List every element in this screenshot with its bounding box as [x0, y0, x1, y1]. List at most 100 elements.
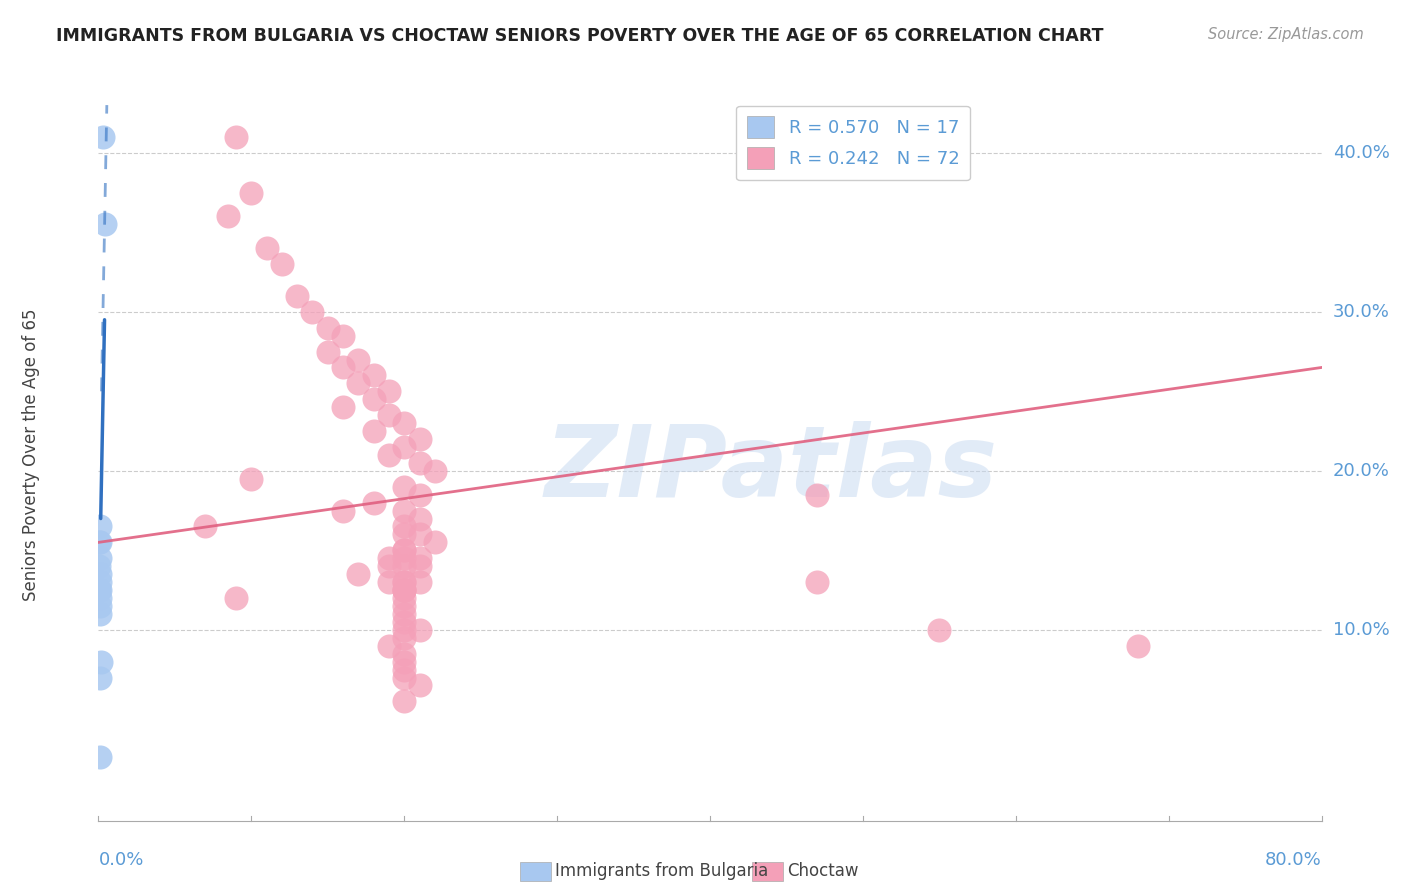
Point — [89, 583, 111, 598]
Text: 20.0%: 20.0% — [1333, 462, 1389, 480]
Point — [408, 559, 430, 574]
Point — [89, 559, 111, 574]
Text: Immigrants from Bulgaria: Immigrants from Bulgaria — [555, 863, 769, 880]
Point — [392, 527, 416, 541]
Point — [347, 376, 370, 391]
Point — [392, 543, 416, 558]
Point — [378, 448, 401, 462]
Point — [91, 129, 114, 144]
Point — [392, 583, 416, 598]
Point — [408, 623, 430, 637]
Point — [89, 607, 111, 621]
Point — [392, 551, 416, 566]
Point — [347, 352, 370, 367]
Text: ZIPatlas: ZIPatlas — [544, 421, 998, 518]
Point — [194, 519, 217, 533]
Point — [408, 527, 430, 541]
Point — [408, 678, 430, 692]
Point — [89, 750, 111, 764]
Point — [93, 218, 115, 232]
Text: Source: ZipAtlas.com: Source: ZipAtlas.com — [1208, 27, 1364, 42]
Point — [363, 495, 385, 509]
Point — [408, 456, 430, 470]
Point — [423, 535, 446, 549]
Point — [363, 368, 385, 383]
Text: 40.0%: 40.0% — [1333, 144, 1389, 161]
Point — [270, 257, 292, 271]
Point — [285, 289, 308, 303]
Point — [332, 401, 354, 415]
Point — [392, 631, 416, 645]
Point — [378, 384, 401, 399]
Point — [392, 559, 416, 574]
Point — [378, 559, 401, 574]
Point — [392, 615, 416, 629]
Point — [240, 472, 263, 486]
Point — [89, 567, 111, 582]
Point — [392, 663, 416, 677]
Text: 0.0%: 0.0% — [98, 851, 143, 869]
Point — [378, 408, 401, 422]
Text: 30.0%: 30.0% — [1333, 302, 1389, 321]
Point — [392, 519, 416, 533]
Point — [392, 480, 416, 494]
Point — [89, 551, 111, 566]
Point — [392, 440, 416, 454]
Point — [347, 567, 370, 582]
Point — [89, 591, 111, 605]
Text: 80.0%: 80.0% — [1265, 851, 1322, 869]
Point — [392, 591, 416, 605]
Point — [392, 607, 416, 621]
Point — [392, 623, 416, 637]
Point — [89, 519, 111, 533]
Text: 10.0%: 10.0% — [1333, 621, 1389, 639]
Point — [392, 416, 416, 430]
Point — [89, 583, 111, 598]
Point — [408, 511, 430, 525]
Point — [392, 655, 416, 669]
Point — [392, 647, 416, 661]
Point — [240, 186, 263, 200]
Point — [225, 129, 247, 144]
Point — [806, 575, 828, 590]
Point — [392, 583, 416, 598]
Point — [256, 241, 278, 255]
Point — [332, 360, 354, 375]
Point — [332, 328, 354, 343]
Point — [225, 591, 247, 605]
Point — [363, 424, 385, 438]
Point — [332, 503, 354, 517]
Text: Seniors Poverty Over the Age of 65: Seniors Poverty Over the Age of 65 — [22, 309, 41, 601]
Point — [301, 305, 323, 319]
Point — [1128, 639, 1150, 653]
Point — [378, 639, 401, 653]
Point — [408, 432, 430, 446]
Point — [89, 671, 111, 685]
Point — [392, 583, 416, 598]
Point — [392, 694, 416, 708]
Point — [89, 535, 111, 549]
Point — [392, 599, 416, 613]
Point — [392, 671, 416, 685]
Point — [217, 210, 239, 224]
Point — [392, 503, 416, 517]
Point — [392, 575, 416, 590]
Point — [316, 320, 339, 334]
Point — [806, 488, 828, 502]
Point — [89, 599, 111, 613]
Legend: R = 0.570   N = 17, R = 0.242   N = 72: R = 0.570 N = 17, R = 0.242 N = 72 — [737, 105, 970, 180]
Point — [89, 575, 111, 590]
Point — [90, 655, 112, 669]
Point — [392, 575, 416, 590]
Point — [392, 543, 416, 558]
Point — [89, 535, 111, 549]
Point — [316, 344, 339, 359]
Text: Choctaw: Choctaw — [787, 863, 859, 880]
Point — [408, 575, 430, 590]
Point — [423, 464, 446, 478]
Text: IMMIGRANTS FROM BULGARIA VS CHOCTAW SENIORS POVERTY OVER THE AGE OF 65 CORRELATI: IMMIGRANTS FROM BULGARIA VS CHOCTAW SENI… — [56, 27, 1104, 45]
Point — [408, 488, 430, 502]
Point — [378, 551, 401, 566]
Point — [928, 623, 950, 637]
Point — [408, 551, 430, 566]
